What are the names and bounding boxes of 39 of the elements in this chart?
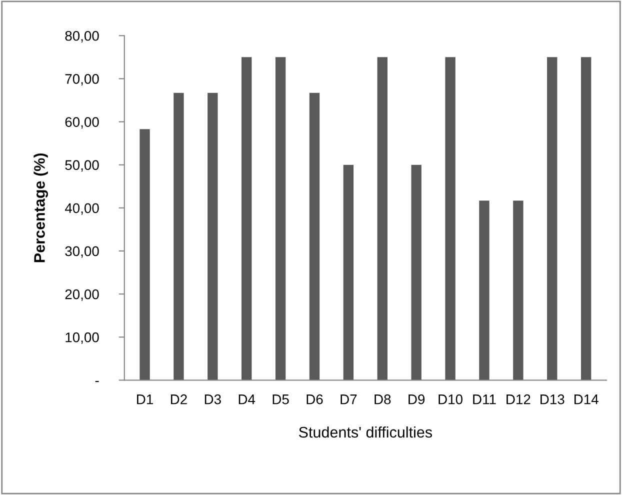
- x-tick-label: D4: [238, 394, 256, 404]
- x-tick-label: D13: [540, 394, 564, 404]
- bar: [513, 200, 524, 380]
- x-tick-label: D1: [137, 394, 153, 404]
- bar: [580, 57, 592, 380]
- bar: [309, 92, 320, 380]
- bar: [445, 57, 456, 380]
- bar: [411, 164, 422, 380]
- y-tick-label: -: [95, 380, 99, 382]
- bar: [343, 164, 354, 380]
- bar: [140, 129, 150, 380]
- bar: [208, 92, 218, 380]
- x-tick-label: D12: [506, 394, 530, 404]
- bar: [242, 57, 252, 380]
- x-axis-title: Students' difficulties: [298, 426, 432, 438]
- y-tick-label: 40,00: [64, 203, 99, 215]
- x-tick-label: D8: [374, 394, 391, 404]
- bar: [275, 57, 286, 380]
- y-tick-label: 70,00: [65, 74, 99, 86]
- x-tick-label: D10: [438, 394, 462, 404]
- bar: [547, 57, 558, 380]
- x-tick-label: D6: [306, 394, 323, 404]
- x-tick-label: D3: [204, 394, 221, 404]
- bar: [377, 57, 388, 380]
- y-tick-label: 80,00: [65, 30, 99, 42]
- y-tick-label: 60,00: [65, 117, 99, 129]
- x-tick-label: D2: [170, 394, 187, 404]
- y-tick-label: 30,00: [65, 246, 99, 258]
- x-tick-label: D9: [408, 394, 425, 404]
- y-tick-label: 20,00: [65, 289, 99, 301]
- bar: [174, 92, 184, 380]
- x-tick-label: D11: [473, 394, 496, 404]
- x-tick-label: D7: [340, 394, 357, 404]
- y-tick-label: 10,00: [66, 332, 99, 344]
- bar: [479, 200, 490, 380]
- y-axis-title: Percentage (%): [34, 153, 48, 262]
- x-tick-label: D5: [272, 394, 289, 404]
- x-tick-label: D14: [574, 394, 598, 404]
- y-tick-label: 50,00: [65, 160, 99, 172]
